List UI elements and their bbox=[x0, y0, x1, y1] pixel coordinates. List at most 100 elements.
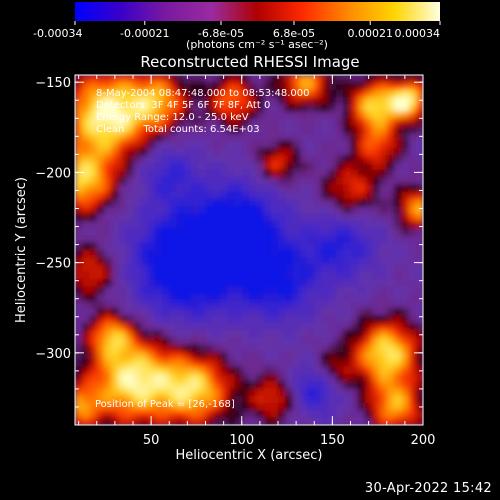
heatmap-cell bbox=[125, 301, 134, 309]
heatmap-cell bbox=[350, 111, 359, 120]
heatmap-cell bbox=[278, 381, 286, 390]
heatmap-cell bbox=[140, 250, 149, 258]
heatmap-cell bbox=[111, 257, 120, 266]
heatmap-cell bbox=[125, 366, 134, 375]
heatmap-cell bbox=[169, 235, 178, 244]
heatmap-cell bbox=[234, 96, 243, 105]
heatmap-cell bbox=[343, 322, 352, 331]
heatmap-cell bbox=[379, 235, 388, 244]
heatmap-cell bbox=[234, 133, 243, 142]
heatmap-cell bbox=[140, 359, 149, 368]
heatmap-cell bbox=[314, 352, 323, 360]
heatmap-cell bbox=[111, 344, 120, 353]
heatmap-cell bbox=[212, 126, 221, 134]
heatmap-cell bbox=[111, 366, 120, 375]
heatmap-cell bbox=[133, 96, 141, 105]
heatmap-cell bbox=[104, 271, 112, 280]
heatmap-cell bbox=[82, 191, 91, 200]
heatmap-cell bbox=[401, 279, 410, 288]
heatmap-cell bbox=[292, 206, 301, 215]
heatmap-cell bbox=[75, 301, 83, 309]
heatmap-cell bbox=[118, 75, 127, 83]
heatmap-cell bbox=[415, 286, 423, 295]
heatmap-cell bbox=[249, 133, 257, 142]
heatmap-cell bbox=[270, 213, 279, 222]
heatmap-cell bbox=[96, 403, 105, 412]
heatmap-cell bbox=[241, 352, 250, 360]
heatmap-cell bbox=[205, 417, 214, 425]
heatmap-cell bbox=[299, 184, 308, 193]
heatmap-cell bbox=[336, 147, 344, 156]
heatmap-cell bbox=[321, 162, 330, 171]
heatmap-cell bbox=[263, 301, 272, 309]
heatmap-cell bbox=[82, 198, 91, 207]
heatmap-cell bbox=[183, 373, 192, 382]
heatmap-cell bbox=[154, 381, 163, 390]
heatmap-cell bbox=[408, 286, 417, 295]
heatmap-cell bbox=[96, 417, 105, 425]
heatmap-cell bbox=[256, 198, 265, 207]
heatmap-cell bbox=[307, 373, 315, 382]
heatmap-cell bbox=[314, 242, 323, 251]
heatmap-cell bbox=[270, 388, 279, 397]
heatmap-cell bbox=[205, 330, 214, 339]
heatmap-cell bbox=[234, 162, 243, 171]
heatmap-cell bbox=[350, 403, 359, 412]
heatmap-cell bbox=[82, 373, 91, 382]
heatmap-cell bbox=[379, 352, 388, 360]
heatmap-cell bbox=[169, 75, 178, 83]
heatmap-cell bbox=[162, 162, 170, 171]
heatmap-cell bbox=[350, 344, 359, 353]
heatmap-cell bbox=[241, 177, 250, 185]
heatmap-cell bbox=[314, 162, 323, 171]
heatmap-cell bbox=[379, 184, 388, 193]
heatmap-cell bbox=[198, 140, 207, 149]
heatmap-cell bbox=[191, 198, 199, 207]
heatmap-cell bbox=[89, 395, 98, 404]
heatmap-cell bbox=[147, 352, 156, 360]
heatmap-cell bbox=[314, 279, 323, 288]
heatmap-cell bbox=[205, 82, 214, 91]
heatmap-cell bbox=[140, 147, 149, 156]
heatmap-cell bbox=[162, 301, 170, 309]
heatmap-cell bbox=[147, 126, 156, 134]
heatmap-cell bbox=[249, 250, 257, 258]
heatmap-cell bbox=[104, 126, 112, 134]
heatmap-cell bbox=[365, 206, 373, 215]
heatmap-cell bbox=[350, 162, 359, 171]
heatmap-cell bbox=[82, 162, 91, 171]
heatmap-cell bbox=[183, 388, 192, 397]
heatmap-cell bbox=[307, 381, 315, 390]
heatmap-cell bbox=[89, 140, 98, 149]
heatmap-cell bbox=[379, 242, 388, 251]
heatmap-cell bbox=[220, 118, 228, 127]
heatmap-cell bbox=[227, 366, 236, 375]
heatmap-cell bbox=[278, 104, 286, 113]
heatmap-cell bbox=[191, 322, 199, 331]
heatmap-cell bbox=[169, 140, 178, 149]
heatmap-cell bbox=[176, 75, 185, 83]
heatmap-cell bbox=[365, 242, 373, 251]
heatmap-cell bbox=[96, 111, 105, 120]
heatmap-cell bbox=[125, 359, 134, 368]
heatmap-cell bbox=[241, 395, 250, 404]
heatmap-cell bbox=[89, 271, 98, 280]
heatmap-cell bbox=[176, 403, 185, 412]
heatmap-cell bbox=[321, 111, 330, 120]
heatmap-cell bbox=[394, 96, 402, 105]
heatmap-cell bbox=[263, 206, 272, 215]
heatmap-cell bbox=[285, 381, 294, 390]
heatmap-cell bbox=[278, 242, 286, 251]
heatmap-cell bbox=[270, 271, 279, 280]
heatmap-cell bbox=[125, 96, 134, 105]
heatmap-cell bbox=[285, 337, 294, 346]
heatmap-cell bbox=[386, 359, 395, 368]
heatmap-cell bbox=[285, 162, 294, 171]
heatmap-cell bbox=[191, 111, 199, 120]
heatmap-cell bbox=[191, 293, 199, 302]
heatmap-cell bbox=[212, 89, 221, 98]
heatmap-cell bbox=[263, 366, 272, 375]
heatmap-cell bbox=[379, 279, 388, 288]
heatmap-cell bbox=[220, 322, 228, 331]
heatmap-cell bbox=[321, 198, 330, 207]
